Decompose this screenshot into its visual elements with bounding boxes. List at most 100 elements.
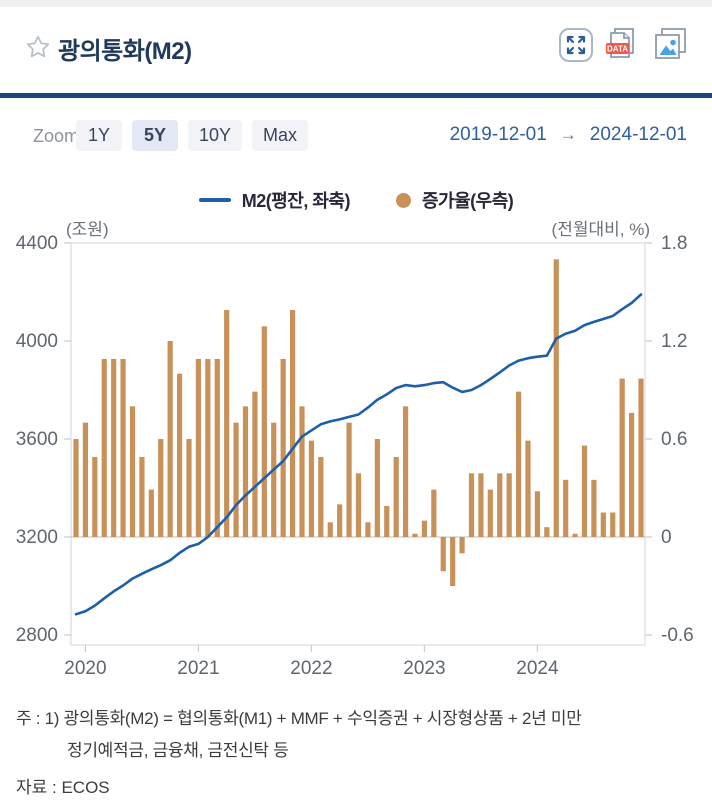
left-axis-label: 4400: [16, 233, 58, 254]
growth-bar: [393, 456, 399, 537]
growth-bar: [497, 473, 503, 537]
chart-legend: M2(평잔, 좌축) 증가율(우측): [0, 187, 712, 213]
legend-label-m2: M2(평잔, 좌축): [241, 191, 351, 211]
end-date[interactable]: 2024-12-01: [589, 124, 687, 145]
growth-bar: [195, 358, 202, 537]
growth-bar: [186, 439, 192, 537]
right-axis-label: 0.6: [661, 429, 687, 450]
zoom-10y-button[interactable]: 10Y: [188, 120, 243, 151]
bar-series-swatch: [395, 192, 411, 208]
x-axis-year-label: 2022: [290, 658, 332, 679]
zoom-5y-button[interactable]: 5Y: [132, 120, 178, 151]
growth-bar: [459, 537, 465, 554]
growth-bar: [506, 473, 512, 537]
favorite-star-icon[interactable]: [25, 34, 51, 60]
growth-bar: [600, 512, 606, 537]
growth-bar: [242, 406, 249, 537]
left-axis-label: 3200: [16, 527, 58, 548]
growth-bar: [205, 358, 211, 537]
legend-item-growth[interactable]: 증가율(우측): [395, 187, 514, 213]
data-source: 자료 : ECOS: [16, 778, 110, 797]
footnote-line2: 정기예적금, 금융채, 금전신탁 등: [67, 741, 289, 760]
growth-bar: [591, 479, 597, 537]
growth-bar: [450, 537, 456, 586]
growth-bar: [261, 326, 267, 537]
growth-bar: [468, 473, 475, 537]
growth-bar: [280, 358, 286, 537]
m2-line: [74, 293, 643, 616]
footnote-line1: 주 : 1) 광의통화(M2) = 협의통화(M1) + MMF + 수익증권 …: [16, 709, 582, 728]
plot-border: [70, 242, 646, 646]
growth-bar: [581, 445, 588, 537]
growth-bar: [412, 533, 418, 537]
growth-bar: [111, 358, 117, 537]
growth-bar: [628, 412, 635, 537]
growth-bar: [421, 520, 428, 537]
growth-bar: [544, 527, 550, 537]
page-title: 광의통화(M2): [58, 38, 192, 65]
growth-bar: [120, 358, 126, 537]
right-axis-label: 1.2: [661, 331, 687, 352]
header-divider: [0, 93, 712, 98]
growth-bar: [572, 533, 578, 537]
legend-label-growth: 증가율(우측): [421, 191, 514, 211]
right-axis-label: 1.8: [661, 233, 687, 254]
growth-bar: [148, 489, 154, 537]
growth-bar: [355, 473, 362, 537]
growth-bar: [308, 440, 315, 537]
right-axis-label: -0.6: [661, 625, 694, 646]
growth-bar: [129, 406, 136, 537]
growth-bar: [365, 522, 371, 537]
growth-bar: [478, 473, 484, 537]
growth-bar: [327, 522, 333, 537]
header-icon-group: DATA: [558, 26, 688, 64]
x-axis-year-label: 2021: [177, 658, 219, 679]
growth-bar: [563, 479, 569, 537]
page-top-strip: [0, 0, 712, 7]
left-axis-label: 3600: [16, 429, 58, 450]
x-axis-year-label: 2020: [64, 658, 106, 679]
growth-bar: [214, 358, 220, 537]
data-download-icon[interactable]: DATA: [605, 26, 641, 64]
zoom-button-group: 1Y 5Y 10Y Max: [76, 120, 309, 151]
growth-bar: [384, 505, 390, 537]
growth-bar: [610, 512, 616, 537]
growth-bar: [638, 378, 644, 537]
growth-bar: [534, 491, 541, 537]
growth-bar: [440, 537, 446, 572]
zoom-1y-button[interactable]: 1Y: [76, 120, 122, 151]
growth-bar: [619, 378, 625, 537]
growth-bar: [346, 422, 352, 537]
date-arrow-icon: →: [559, 125, 577, 144]
left-axis-label: 4000: [16, 331, 58, 352]
growth-bar: [318, 456, 324, 537]
growth-bar: [158, 439, 164, 537]
growth-bar: [553, 259, 559, 537]
zoom-max-button[interactable]: Max: [252, 120, 309, 151]
growth-bar: [176, 373, 183, 537]
growth-bar: [139, 456, 145, 537]
growth-bar: [101, 358, 107, 537]
growth-bar: [82, 422, 89, 537]
growth-bar: [167, 341, 173, 537]
growth-bar: [289, 309, 296, 537]
growth-bar: [92, 456, 98, 537]
growth-bar: [233, 422, 239, 537]
right-axis-label: 0: [661, 527, 672, 548]
start-date[interactable]: 2019-12-01: [449, 124, 547, 145]
growth-bar: [402, 406, 409, 537]
image-download-icon[interactable]: [652, 26, 688, 64]
growth-bar: [224, 309, 230, 537]
legend-item-m2[interactable]: M2(평잔, 좌축): [198, 187, 351, 213]
growth-bar: [374, 439, 380, 537]
growth-bar: [299, 406, 305, 537]
x-axis-year-label: 2024: [516, 658, 559, 679]
fullscreen-icon[interactable]: [558, 26, 594, 64]
growth-bar: [337, 504, 343, 537]
growth-bar: [252, 391, 258, 537]
left-axis-label: 2800: [16, 625, 58, 646]
growth-bar: [515, 391, 522, 537]
chart-plot[interactable]: 4400 1.8 4000 1.2 3600 0.6 3200 0 2800 -0.6 2020 20…: [0, 215, 712, 693]
x-axis-year-label: 2023: [403, 658, 445, 679]
